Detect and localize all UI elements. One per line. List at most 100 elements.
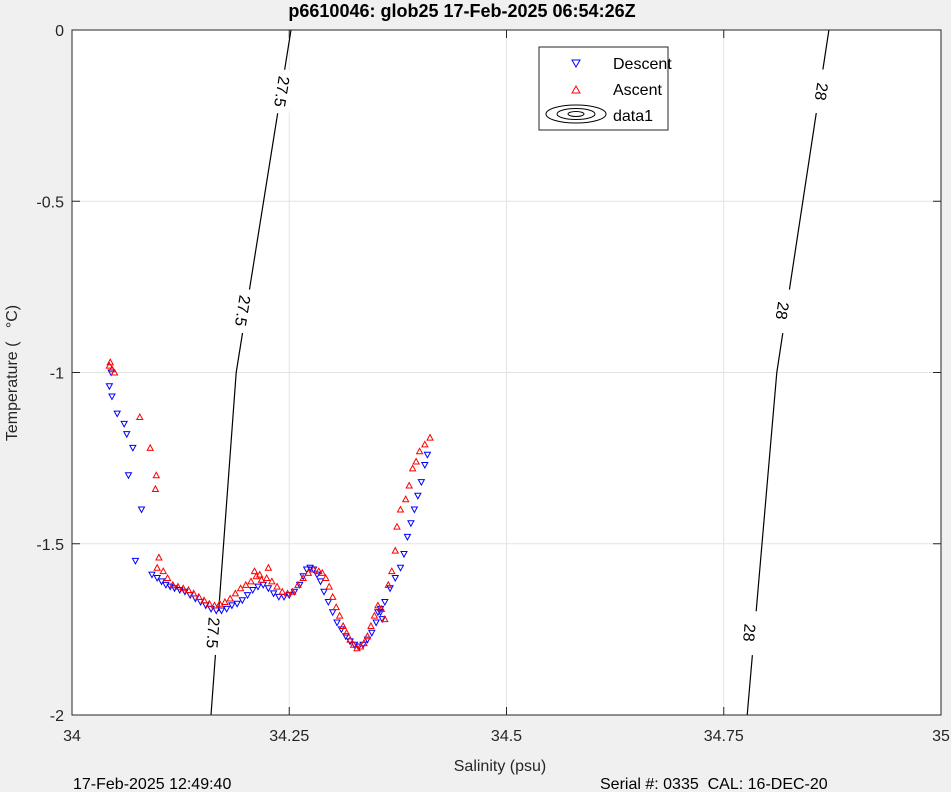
descent-point: [254, 583, 262, 591]
ascent-point: [205, 599, 214, 607]
contour-label-bg: [808, 68, 836, 115]
x-axis: 34 34.25 34.5 34.75 35: [63, 30, 950, 745]
descent-point: [157, 578, 166, 586]
descent-point: [410, 506, 419, 514]
descent-point: [363, 636, 372, 644]
descent-point: [316, 578, 325, 586]
descent-point: [380, 598, 389, 607]
density-contours: 27.5 27.5 27.5 28 28 28: [202, 29, 836, 716]
ascent-point: [393, 522, 401, 530]
contour-label: 28: [739, 623, 757, 642]
ascent-point: [278, 587, 287, 595]
ascent-point: [387, 567, 396, 575]
legend-descent-label: Descent: [613, 56, 672, 73]
ascent-point: [335, 611, 344, 619]
ascent-point: [189, 589, 198, 597]
x-tick-label: 34.25: [269, 728, 309, 745]
descent-point: [378, 616, 387, 624]
ascent-point: [321, 573, 330, 581]
ascent-point: [163, 573, 172, 581]
ascent-point: [200, 596, 208, 604]
contour-label-bg: [202, 610, 226, 656]
x-tick-label: 34.75: [704, 728, 744, 745]
descent-point: [391, 575, 400, 583]
descent-point: [403, 533, 412, 541]
descent-point: [396, 564, 405, 572]
descent-point: [414, 492, 422, 500]
descent-point: [228, 602, 236, 610]
descent-point: [407, 520, 415, 528]
ascent-point: [294, 580, 302, 588]
legend: Descent Ascent data1: [538, 46, 672, 131]
ascent-point: [268, 577, 276, 585]
descent-point: [341, 633, 350, 641]
ascent-point: [262, 573, 271, 581]
ascent-point: [283, 589, 292, 597]
descent-point: [148, 571, 156, 579]
descent-point: [113, 410, 122, 418]
ascent-point: [405, 481, 414, 489]
descent-point: [128, 444, 137, 452]
ascent-point: [106, 358, 115, 366]
ascent-point: [374, 601, 382, 609]
ascent-point: [135, 412, 144, 421]
descent-point: [217, 607, 226, 615]
x-axis-title: Salinity (psu): [454, 758, 546, 775]
descent-point: [320, 588, 328, 596]
ascent-point: [146, 443, 155, 451]
ascent-point: [168, 580, 177, 588]
ascent-point: [255, 570, 264, 578]
ascent-point: [184, 585, 193, 593]
ascent-point: [273, 582, 281, 590]
ascent-point: [363, 632, 372, 640]
ascent-point: [105, 361, 114, 369]
ascent-point: [247, 577, 255, 585]
descent-point: [120, 420, 128, 428]
contour-label-bg: [737, 610, 762, 656]
descent-point: [264, 585, 273, 593]
ascent-point: [257, 575, 266, 583]
ascent-point: [309, 565, 318, 573]
ascent-point: [332, 603, 341, 611]
legend-data1-label: data1: [613, 108, 653, 125]
ascent-point: [370, 611, 379, 619]
contour-label-bg: [769, 287, 797, 335]
descent-point: [420, 461, 429, 470]
x-tick-label: 34: [63, 728, 81, 745]
chart-title: p6610046: glob25 17-Feb-2025 06:54:26Z: [288, 1, 635, 21]
ascent-point: [408, 464, 417, 472]
ascent-point: [391, 546, 400, 554]
ascent-point: [215, 599, 224, 607]
ascent-point: [179, 584, 188, 592]
descent-point: [295, 581, 304, 589]
grid: [72, 30, 941, 715]
ascent-point: [325, 582, 334, 590]
ascent-point: [264, 563, 273, 571]
descent-point: [248, 586, 257, 595]
legend-descent-marker: [571, 59, 581, 69]
legend-ascent-marker: [571, 84, 581, 94]
descent-point: [354, 643, 363, 651]
ascent-point: [384, 580, 393, 588]
y-tick-label: -0.5: [36, 194, 64, 211]
ascent-point: [221, 597, 229, 605]
ascent-point: [401, 495, 410, 503]
descent-point: [131, 557, 140, 565]
descent-point: [333, 619, 341, 627]
descent-point: [243, 592, 252, 600]
descent-point: [124, 472, 133, 480]
ascent-point: [318, 568, 327, 576]
ascent-point: [346, 635, 354, 643]
descent-point: [372, 619, 380, 627]
ascent-point: [226, 594, 235, 602]
ascent-point: [415, 447, 424, 455]
descent-point: [269, 590, 278, 598]
contour-label: 28: [772, 301, 792, 321]
ascent-point: [250, 567, 259, 575]
ascent-point: [195, 592, 203, 600]
footer-timestamp: 17-Feb-2025 12:49:40: [73, 776, 231, 792]
ascent-point: [231, 589, 240, 597]
ascent-point: [377, 604, 386, 612]
descent-point: [238, 597, 247, 605]
descent-point: [153, 575, 162, 583]
